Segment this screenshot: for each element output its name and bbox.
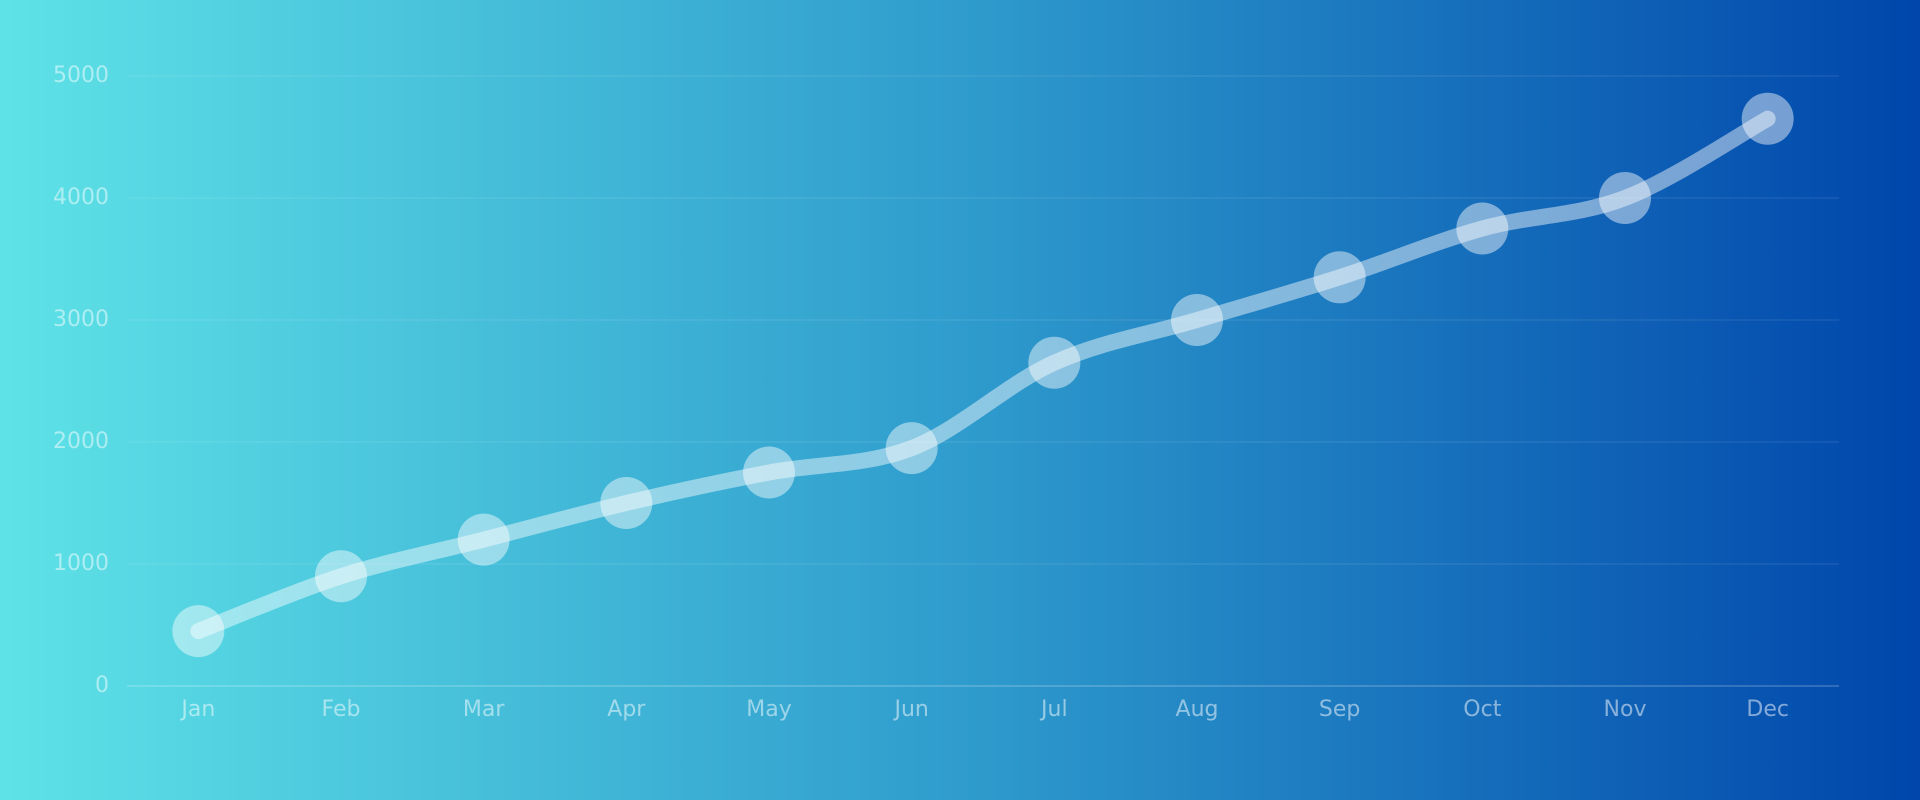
y-tick-label: 1000 — [53, 551, 109, 576]
x-tick-label: May — [746, 697, 791, 722]
y-tick-label: 2000 — [53, 429, 109, 454]
line — [190, 110, 1776, 640]
x-tick-label: Dec — [1746, 697, 1789, 722]
x-tick-label: Jul — [1039, 697, 1068, 722]
point — [743, 446, 795, 499]
point — [600, 477, 653, 529]
x-tick-label: Nov — [1604, 697, 1647, 722]
point — [1741, 92, 1794, 145]
x-tick-label: Feb — [322, 697, 361, 722]
point — [1028, 336, 1081, 389]
point — [1313, 251, 1366, 304]
point — [885, 422, 938, 475]
y-tick-label: 4000 — [53, 185, 109, 210]
y-tick-label: 3000 — [53, 307, 109, 332]
x-tick-label: Jun — [892, 697, 928, 722]
x-tick-label: Apr — [607, 697, 646, 722]
point — [457, 513, 510, 566]
point — [172, 605, 225, 658]
x-tick-label: Aug — [1176, 697, 1219, 722]
x-tick-label: Mar — [463, 697, 505, 722]
point — [315, 550, 367, 603]
y-tick-label: 5000 — [53, 63, 109, 88]
x-tick-label: Sep — [1319, 697, 1360, 722]
x-tick-label: Oct — [1463, 697, 1501, 722]
point — [1171, 294, 1223, 346]
x-tick-label: Jan — [179, 697, 215, 722]
y-tick-label: 0 — [95, 673, 109, 698]
point — [1599, 172, 1651, 224]
point — [1456, 202, 1509, 255]
